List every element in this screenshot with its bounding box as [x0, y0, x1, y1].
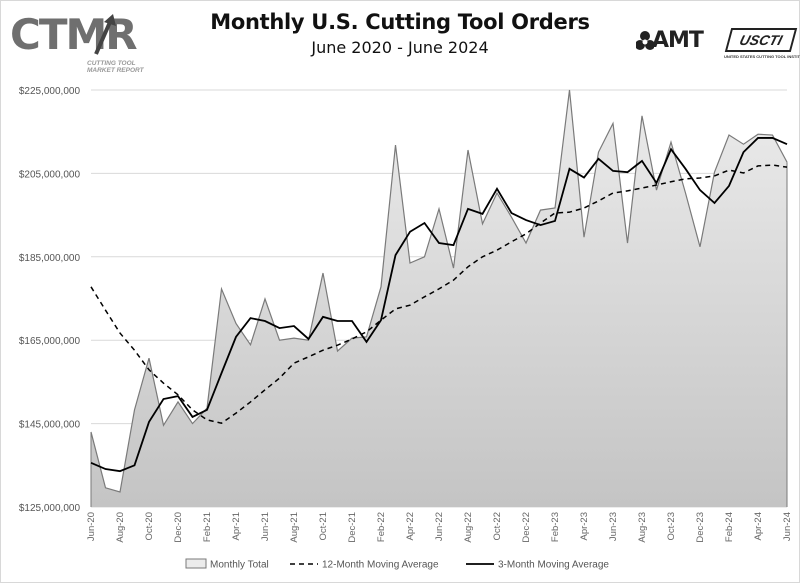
- y-tick-label: $225,000,000: [19, 86, 81, 97]
- x-tick-label: Aug-22: [463, 512, 474, 543]
- x-tick-label: Dec-20: [173, 512, 184, 543]
- x-tick-label: Oct-23: [666, 512, 677, 541]
- amt-emblem-icon: [636, 31, 654, 50]
- x-tick-label: Oct-21: [318, 512, 329, 541]
- x-tick-label: Feb-23: [550, 512, 561, 542]
- x-tick-label: Aug-20: [115, 512, 126, 543]
- amt-uscti-logo: AMT USCTI UNITED STATES CUTTING TOOL INS…: [636, 28, 800, 62]
- x-tick-label: Dec-23: [695, 512, 706, 543]
- arrow-icon: [94, 14, 116, 55]
- legend-label-monthly: Monthly Total: [210, 560, 269, 571]
- legend-label-12-month: 12-Month Moving Average: [322, 560, 439, 571]
- legend-label-3-month: 3-Month Moving Average: [498, 560, 609, 571]
- x-tick-label: Dec-21: [347, 512, 358, 543]
- y-tick-label: $205,000,000: [19, 169, 81, 180]
- x-tick-label: Dec-22: [521, 512, 532, 543]
- x-tick-label: Apr-24: [753, 512, 764, 541]
- x-tick-label: Feb-22: [376, 512, 387, 542]
- chart-subtitle: June 2020 - June 2024: [311, 38, 489, 57]
- ctmr-logo: CTMR CUTTING TOOL MARKET REPORT: [10, 14, 150, 78]
- x-tick-label: Jun-21: [260, 512, 271, 541]
- y-tick-label: $125,000,000: [19, 503, 81, 514]
- x-tick-label: Aug-23: [637, 512, 648, 543]
- 12-month-average-line: [90, 164, 788, 424]
- x-tick-label: Feb-21: [202, 512, 213, 542]
- chart-title: Monthly U.S. Cutting Tool Orders: [210, 10, 590, 34]
- y-tick-label: $145,000,000: [19, 420, 81, 431]
- x-tick-label: Jun-24: [782, 512, 793, 541]
- x-tick-label: Apr-22: [405, 512, 416, 541]
- x-tick-label: Oct-22: [492, 512, 503, 541]
- monthly-total-area: [91, 90, 787, 507]
- x-tick-label: Oct-20: [144, 512, 155, 541]
- x-tick-label: Feb-24: [724, 512, 735, 542]
- x-tick-label: Jun-22: [434, 512, 445, 541]
- y-tick-label: $185,000,000: [19, 253, 81, 264]
- legend-swatch-monthly: [185, 558, 207, 569]
- x-tick-label: Apr-21: [231, 512, 242, 541]
- x-tick-label: Jun-20: [86, 512, 97, 541]
- x-tick-label: Apr-23: [579, 512, 590, 541]
- y-tick-label: $165,000,000: [19, 336, 81, 347]
- 3-month-average-line: [90, 137, 788, 473]
- x-tick-label: Aug-21: [289, 512, 300, 543]
- x-tick-label: Jun-23: [608, 512, 619, 541]
